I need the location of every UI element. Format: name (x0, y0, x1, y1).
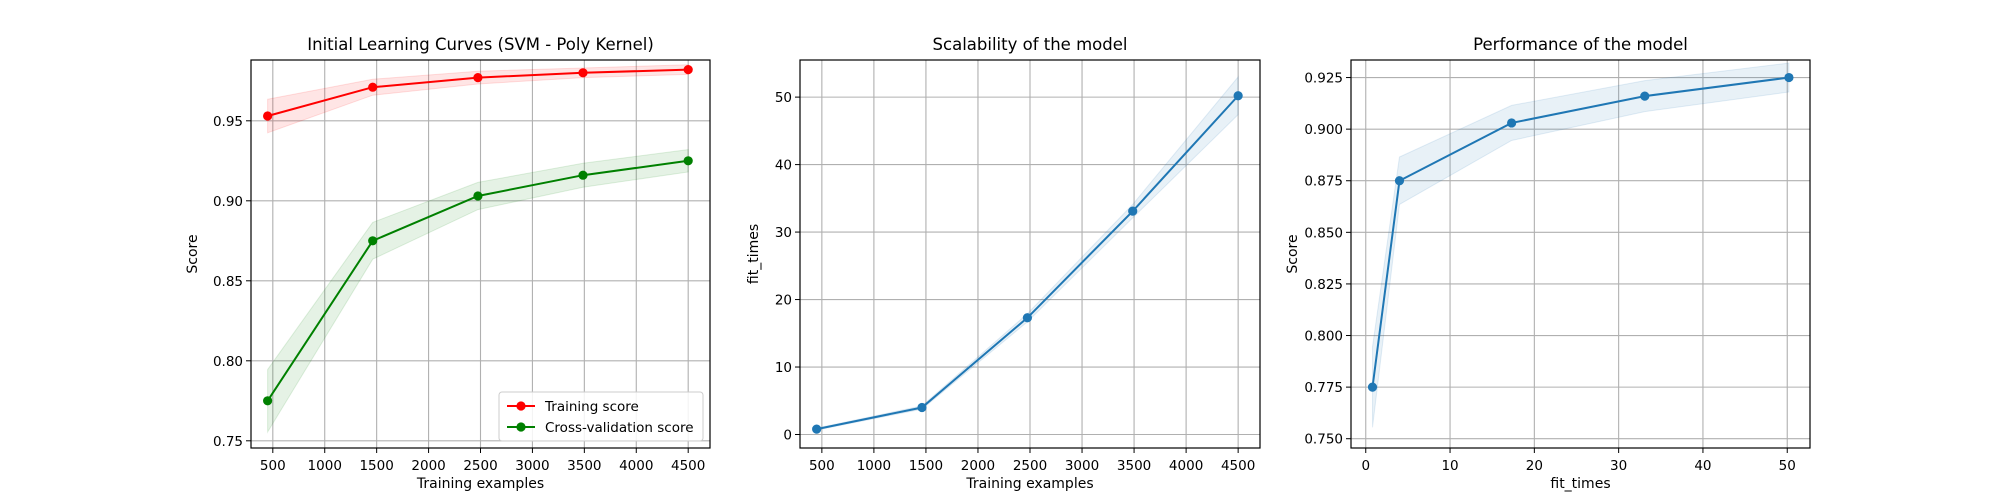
y-tick-label: 40 (775, 158, 792, 174)
series-1-point (1640, 91, 1650, 101)
series-1-point (1506, 118, 1517, 128)
x-tick-label: 2000 (411, 458, 445, 474)
x-tick-label: 3000 (515, 458, 549, 474)
series-1-point (473, 73, 483, 83)
y-axis-label: Score (1285, 234, 1301, 273)
series-2-point (473, 191, 483, 201)
series-1-band (816, 75, 1239, 431)
y-tick-label: 0.925 (1304, 71, 1343, 87)
legend-swatch-marker (516, 422, 526, 432)
chart-title: Initial Learning Curves (SVM - Poly Kern… (307, 35, 654, 54)
x-axis-label: fit_times (1550, 476, 1610, 492)
x-tick-label: 3500 (567, 458, 601, 474)
y-tick-label: 0.850 (1304, 225, 1343, 241)
y-tick-label: 0 (783, 428, 792, 444)
series-1-point (1367, 382, 1378, 392)
series-1-point (1784, 72, 1794, 83)
legend-label: Training score (544, 399, 639, 415)
chart-2: 500 1000 1500 2000 2500 3000 3500 4000 4500 0 10 20… (746, 35, 1261, 492)
series-1-point (368, 82, 378, 92)
y-tick-label: 0.95 (213, 114, 243, 130)
legend-label: Cross-validation score (545, 420, 694, 436)
x-tick-label: 40 (1694, 458, 1711, 474)
series-1-band (267, 64, 689, 134)
y-tick-label: 0.875 (1304, 174, 1343, 190)
series-1-point (1022, 313, 1032, 323)
legend: Training score Cross-validation score (498, 391, 704, 442)
gridlines (251, 60, 710, 448)
plot-frame (1350, 59, 1811, 449)
y-tick-label: 0.80 (213, 354, 243, 370)
y-tick-label: 10 (775, 360, 792, 376)
y-tick-label: 0.90 (213, 194, 243, 210)
x-tick-label: 30 (1610, 458, 1627, 474)
legend-swatch-marker (516, 401, 526, 411)
series-1-point (263, 111, 273, 121)
series-2-band (267, 149, 689, 434)
x-tick-label: 3500 (1117, 458, 1151, 474)
y-tick-label: 0.775 (1304, 380, 1343, 396)
y-tick-label: 0.800 (1304, 329, 1343, 345)
x-axis-label: Training examples (416, 476, 544, 492)
y-axis-label: Score (185, 234, 201, 273)
y-tick-label: 0.900 (1304, 122, 1343, 138)
series-2-point (368, 236, 378, 246)
x-tick-label: 20 (1526, 458, 1543, 474)
x-tick-label: 3000 (1065, 458, 1099, 474)
series-2-point (263, 396, 273, 406)
series-1-point (917, 402, 927, 413)
series-1-point (812, 424, 822, 434)
gridlines (800, 60, 1260, 448)
series-1-line (816, 95, 1239, 431)
x-tick-label: 1000 (308, 458, 342, 474)
legend-box (498, 391, 704, 442)
x-tick-label: 50 (1779, 458, 1796, 474)
x-tick-label: 4500 (671, 458, 705, 474)
x-tick-label: 2500 (1013, 458, 1047, 474)
series-1-band (1372, 62, 1790, 428)
series-1-point (1128, 206, 1138, 216)
x-tick-label: 500 (260, 458, 286, 474)
x-tick-label: 1500 (909, 458, 943, 474)
chart-3: 0 10 20 30 40 50 0.750 0.775 0.800 0.825 0.850 0.87… (1285, 35, 1811, 492)
x-tick-label: 10 (1441, 458, 1458, 474)
series-1-point (578, 68, 588, 78)
y-axis-label: fit_times (746, 224, 762, 284)
x-tick-label: 4000 (619, 458, 653, 474)
x-tick-label: 2500 (463, 458, 497, 474)
x-tick-label: 500 (809, 458, 835, 474)
x-tick-label: 2000 (961, 458, 995, 474)
series-2-point (578, 170, 588, 180)
series-1-point (683, 65, 693, 75)
x-tick-label: 4000 (1169, 458, 1203, 474)
chart-title: Performance of the model (1473, 35, 1688, 54)
y-tick-label: 0.75 (213, 434, 243, 450)
x-tick-label: 1000 (857, 458, 891, 474)
y-tick-label: 20 (775, 293, 792, 309)
y-tick-label: 0.750 (1304, 432, 1343, 448)
series-2-point (683, 156, 693, 166)
y-tick-label: 50 (775, 90, 792, 106)
chart-title: Scalability of the model (933, 35, 1128, 54)
y-tick-label: 0.85 (213, 274, 243, 290)
series-1-point (1233, 91, 1243, 101)
x-axis-label: Training examples (965, 476, 1093, 492)
x-tick-label: 4500 (1221, 458, 1255, 474)
y-tick-label: 0.825 (1304, 277, 1343, 293)
series-1-point (1394, 176, 1405, 186)
x-tick-label: 0 (1361, 458, 1370, 474)
x-tick-label: 1500 (359, 458, 393, 474)
gridlines (1351, 60, 1810, 448)
chart-1: 500 1000 1500 2000 2500 3000 3500 4000 4500 0.75 0… (185, 35, 711, 492)
y-tick-label: 30 (775, 225, 792, 241)
